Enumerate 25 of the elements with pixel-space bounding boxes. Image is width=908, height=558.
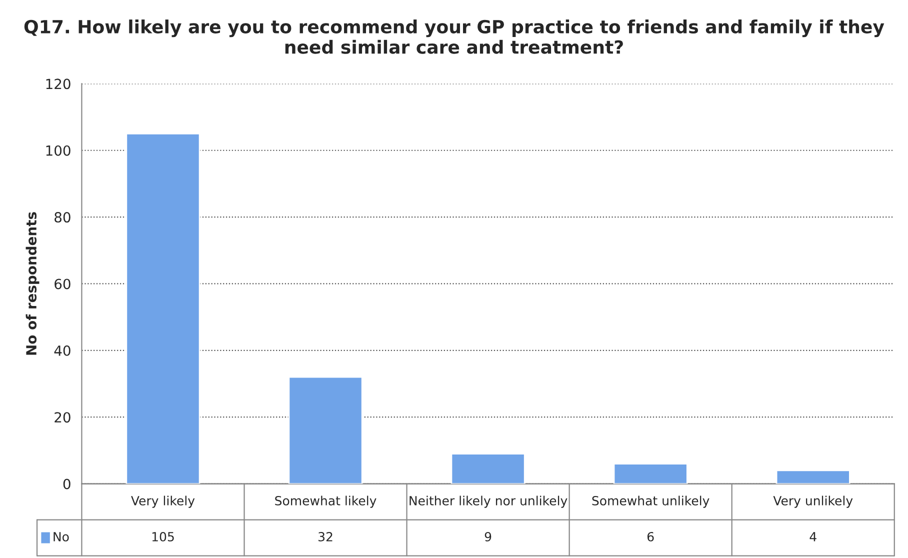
- bar: [288, 376, 363, 484]
- x-tick-label: Somewhat unlikely: [592, 496, 710, 508]
- x-tick-label: Somewhat likely: [275, 496, 376, 508]
- x-tick-label: Very likely: [131, 496, 195, 508]
- chart-title: Q17. How likely are you to recommend your GP practice to friends and family if they need similar care and treatment?: [24, 20, 884, 54]
- bar: [613, 463, 688, 484]
- y-tick-label: 100: [46, 145, 70, 156]
- y-tick-label: 40: [54, 345, 70, 356]
- y-axis-title: No of respondents: [26, 212, 40, 355]
- bar: [776, 470, 850, 484]
- y-tick-label: 0: [63, 478, 70, 490]
- x-tick-label: Neither likely nor unlikely: [410, 496, 568, 508]
- y-tick-label: 120: [46, 78, 70, 90]
- x-tick-label: Very unlikely: [773, 496, 853, 508]
- data-label: 105: [152, 532, 174, 542]
- data-label: 9: [484, 532, 492, 542]
- y-tick-label: 80: [54, 212, 70, 223]
- data-label: 32: [318, 532, 332, 542]
- y-tick-label: 20: [54, 412, 70, 423]
- bar: [450, 453, 526, 484]
- bar: [126, 133, 200, 484]
- legend-label: No: [54, 532, 69, 542]
- y-tick-label: 60: [54, 278, 70, 290]
- data-label: 6: [647, 532, 654, 542]
- data-label: 4: [810, 532, 816, 542]
